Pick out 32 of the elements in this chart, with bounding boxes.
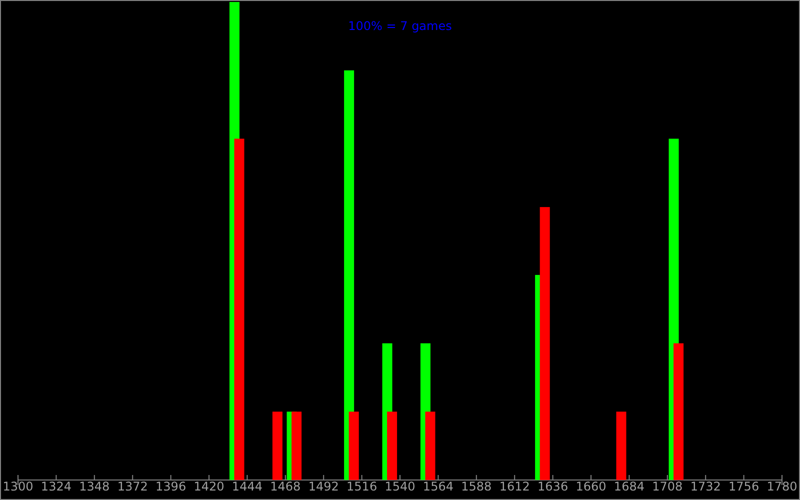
bar — [425, 412, 436, 480]
x-tick-label: 1588 — [461, 479, 492, 494]
x-tick-label: 1444 — [232, 479, 262, 494]
x-tick-label: 1636 — [538, 479, 568, 494]
x-tick-label: 1540 — [384, 479, 416, 494]
x-tick-label: 1756 — [728, 479, 760, 494]
x-tick-label: 1660 — [576, 479, 606, 494]
x-tick-label: 1732 — [690, 479, 721, 494]
x-tick-label: 1684 — [614, 479, 644, 494]
bar — [292, 412, 302, 480]
x-tick-label: 1372 — [117, 479, 148, 494]
bar — [616, 412, 626, 480]
bar — [234, 138, 244, 480]
x-tick-label: 1348 — [79, 479, 110, 494]
x-tick-label: 1612 — [499, 479, 530, 494]
bar — [540, 207, 550, 480]
bar — [344, 70, 354, 480]
x-tick-label: 1708 — [652, 479, 683, 494]
x-tick-label: 1516 — [346, 479, 378, 494]
bar — [674, 343, 684, 480]
x-tick-label: 1396 — [156, 479, 186, 494]
x-tick-label: 1300 — [2, 479, 34, 494]
x-tick-label: 1564 — [422, 479, 454, 494]
x-tick-label: 1468 — [270, 479, 301, 494]
bar — [387, 412, 398, 480]
x-tick-label: 1324 — [40, 479, 72, 494]
text: 100% = 7 games — [348, 19, 452, 33]
bar — [272, 412, 282, 480]
x-tick-label: 1492 — [308, 479, 339, 494]
x-tick-label: 1420 — [194, 479, 224, 494]
bar — [348, 412, 359, 480]
x-tick-label: 1780 — [766, 479, 798, 494]
